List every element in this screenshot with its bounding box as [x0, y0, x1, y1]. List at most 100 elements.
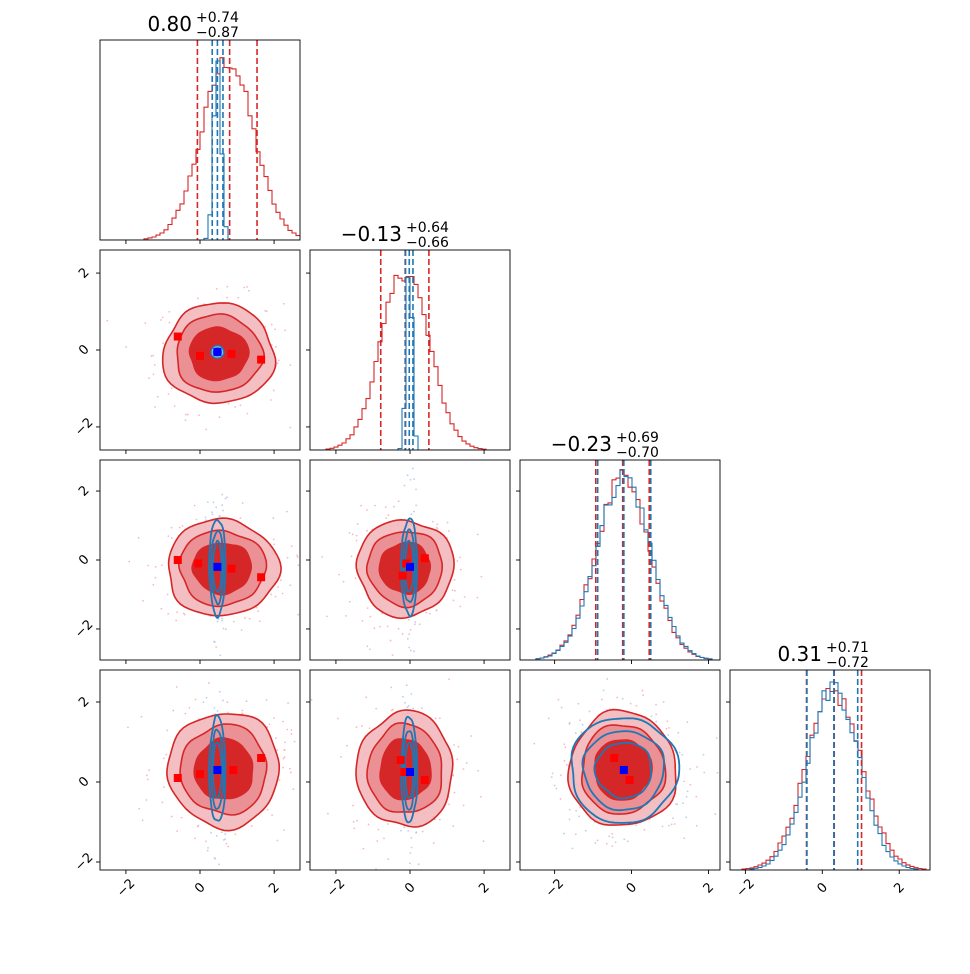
blue-sample-point	[404, 701, 406, 704]
red-sample-point	[218, 416, 221, 419]
red-sample-point	[479, 795, 482, 798]
blue-sample-point	[677, 731, 680, 734]
blue-sample-point	[682, 802, 684, 804]
red-sample-point	[635, 704, 638, 707]
red-marker	[257, 573, 266, 582]
y-tick-label: 2	[76, 265, 92, 281]
red-sample-point	[452, 599, 455, 602]
x-tick-label: 2	[266, 880, 282, 896]
blue-sample-point	[606, 678, 609, 680]
red-sample-point	[668, 726, 670, 729]
blue-sample-point	[414, 621, 417, 623]
blue-sample-point	[405, 684, 408, 687]
blue-sample-point	[211, 513, 214, 516]
red-sample-point	[272, 538, 275, 541]
y-tick-label: −2	[72, 617, 96, 641]
red-sample-point	[289, 426, 292, 429]
red-sample-point	[241, 502, 244, 504]
blue-sample-point	[608, 835, 611, 838]
red-sample-point	[368, 727, 371, 730]
blue-sample-point	[221, 493, 224, 496]
red-sample-point	[208, 682, 210, 684]
blue-sample-point	[415, 488, 417, 491]
panel-title-value: 0.31	[777, 642, 822, 666]
x-tick-label: 2	[476, 880, 492, 896]
red-sample-point	[625, 870, 627, 872]
red-sample-point	[161, 801, 164, 804]
blue-sample-point	[533, 742, 536, 745]
red-sample-point	[418, 623, 421, 626]
red-sample-point	[284, 741, 286, 744]
pair-panel-3-1	[310, 670, 510, 870]
red-sample-point	[274, 328, 276, 331]
red-sample-point	[559, 774, 562, 777]
red-sample-point	[375, 707, 378, 710]
red-sample-point	[276, 362, 279, 365]
red-sample-point	[176, 611, 179, 614]
panel-title-value: −0.23	[551, 432, 612, 456]
red-marker	[196, 770, 204, 778]
red-sample-point	[355, 726, 358, 729]
y-tick-label: 0	[76, 342, 92, 358]
red-sample-point	[361, 725, 363, 727]
red-sample-point	[436, 527, 439, 530]
blue-sample-point	[623, 838, 626, 841]
red-sample-point	[352, 820, 355, 823]
red-sample-point	[462, 804, 465, 807]
red-sample-point	[327, 812, 329, 815]
blue-sample-point	[685, 795, 688, 798]
red-sample-point	[655, 713, 658, 716]
red-sample-point	[144, 322, 147, 324]
blue-sample-point	[672, 817, 674, 820]
red-marker	[398, 571, 407, 580]
red-sample-point	[163, 757, 165, 760]
red-sample-point	[476, 596, 479, 599]
red-sample-point	[289, 771, 292, 774]
red-sample-point	[403, 826, 406, 829]
blue-sample-point	[218, 690, 221, 693]
red-sample-point	[173, 405, 176, 407]
red-sample-point	[354, 577, 357, 580]
red-sample-point	[482, 840, 485, 843]
red-sample-point	[198, 414, 200, 417]
red-sample-point	[356, 523, 359, 525]
red-sample-point	[282, 302, 285, 305]
red-sample-point	[641, 689, 644, 692]
red-sample-point	[579, 719, 581, 722]
red-sample-point	[278, 779, 281, 782]
red-sample-point	[300, 563, 302, 565]
red-sample-point	[574, 732, 577, 734]
red-sample-point	[168, 321, 171, 324]
red-sample-point	[626, 840, 629, 843]
red-sample-point	[170, 387, 173, 390]
red-sample-point	[397, 627, 400, 630]
red-sample-point	[462, 768, 465, 770]
red-sample-point	[165, 753, 168, 756]
red-sample-point	[305, 410, 307, 412]
red-histogram-0	[100, 57, 300, 240]
red-sample-point	[611, 845, 614, 848]
y-tick-label: 0	[76, 552, 92, 568]
red-sample-point	[601, 698, 603, 701]
red-sample-point	[605, 842, 608, 845]
blue-sample-point	[213, 640, 215, 643]
red-sample-point	[246, 412, 249, 415]
red-sample-point	[266, 808, 269, 811]
red-sample-point	[559, 798, 562, 800]
x-tick-label: −2	[734, 876, 758, 900]
blue-sample-point	[578, 815, 580, 818]
red-sample-point	[387, 858, 390, 861]
red-sample-point	[361, 619, 364, 622]
blue-sample-point	[655, 720, 658, 723]
blue-sample-point	[407, 829, 410, 832]
red-marker	[229, 766, 238, 774]
red-sample-point	[459, 556, 462, 559]
blue-sample-point	[216, 710, 219, 712]
red-sample-point	[127, 726, 129, 729]
blue-sample-point	[221, 619, 223, 622]
blue-sample-point	[702, 753, 705, 756]
blue-contour-1	[581, 730, 665, 812]
red-sample-point	[325, 615, 328, 618]
blue-sample-point	[215, 834, 218, 837]
blue-sample-point	[213, 856, 216, 859]
